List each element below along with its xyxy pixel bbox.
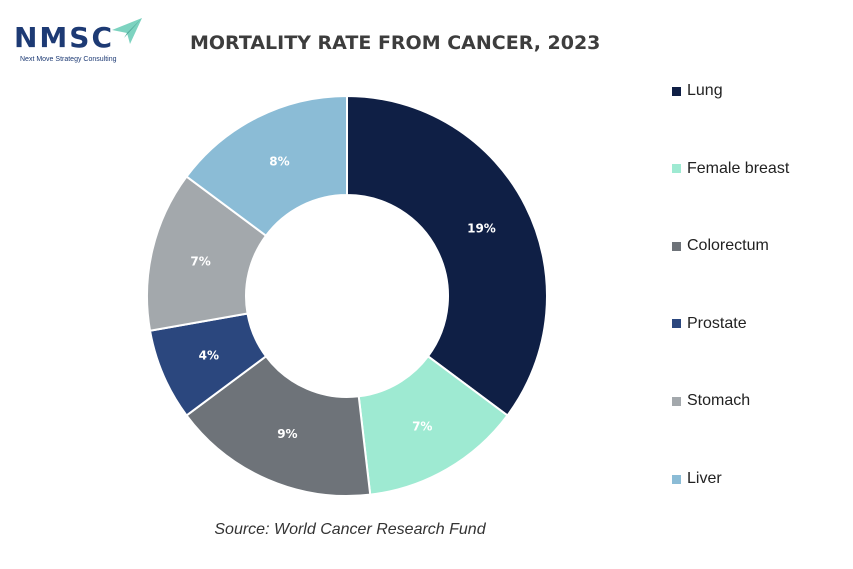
slice-label-female-breast: 7%	[412, 419, 432, 433]
legend-item-stomach: Stomach	[672, 390, 750, 412]
logo-text: NMSC	[14, 21, 115, 54]
slice-lung	[346, 94, 549, 417]
legend-swatch	[672, 164, 681, 174]
legend-item-prostate: Prostate	[672, 313, 747, 335]
legend-label: Prostate	[687, 314, 747, 332]
legend-swatch	[672, 319, 681, 329]
slice-label-colorectum: 9%	[277, 427, 297, 441]
legend-item-colorectum: Colorectum	[672, 235, 769, 257]
legend-swatch	[672, 86, 681, 96]
legend-item-lung: Lung	[672, 80, 723, 102]
source-note: Source: World Cancer Research Fund	[214, 521, 486, 538]
legend-item-female-breast: Female breast	[672, 158, 789, 180]
logo-arrow-icon	[112, 18, 142, 44]
legend-swatch	[672, 474, 681, 484]
chart-title: MORTALITY RATE FROM CANCER, 2023	[190, 32, 601, 54]
legend-label: Liver	[687, 470, 722, 487]
legend-swatch	[672, 241, 681, 251]
legend-label: Colorectum	[687, 237, 769, 255]
legend-label: Lung	[687, 82, 723, 99]
logo-tagline: Next Move Strategy Consulting	[20, 56, 117, 63]
slice-label-lung: 19%	[467, 221, 496, 235]
slice-colorectum	[185, 354, 372, 497]
slice-liver	[185, 94, 348, 238]
slice-label-liver: 8%	[269, 155, 289, 169]
company-logo: NMSC Next Move Strategy Consulting	[14, 14, 144, 70]
legend-label: Stomach	[687, 392, 751, 410]
slice-label-prostate: 4%	[199, 349, 219, 363]
slice-label-stomach: 7%	[190, 254, 210, 268]
legend-swatch	[672, 396, 681, 406]
legend-label: Female breast	[687, 159, 790, 177]
legend-item-liver: Liver	[672, 468, 722, 490]
